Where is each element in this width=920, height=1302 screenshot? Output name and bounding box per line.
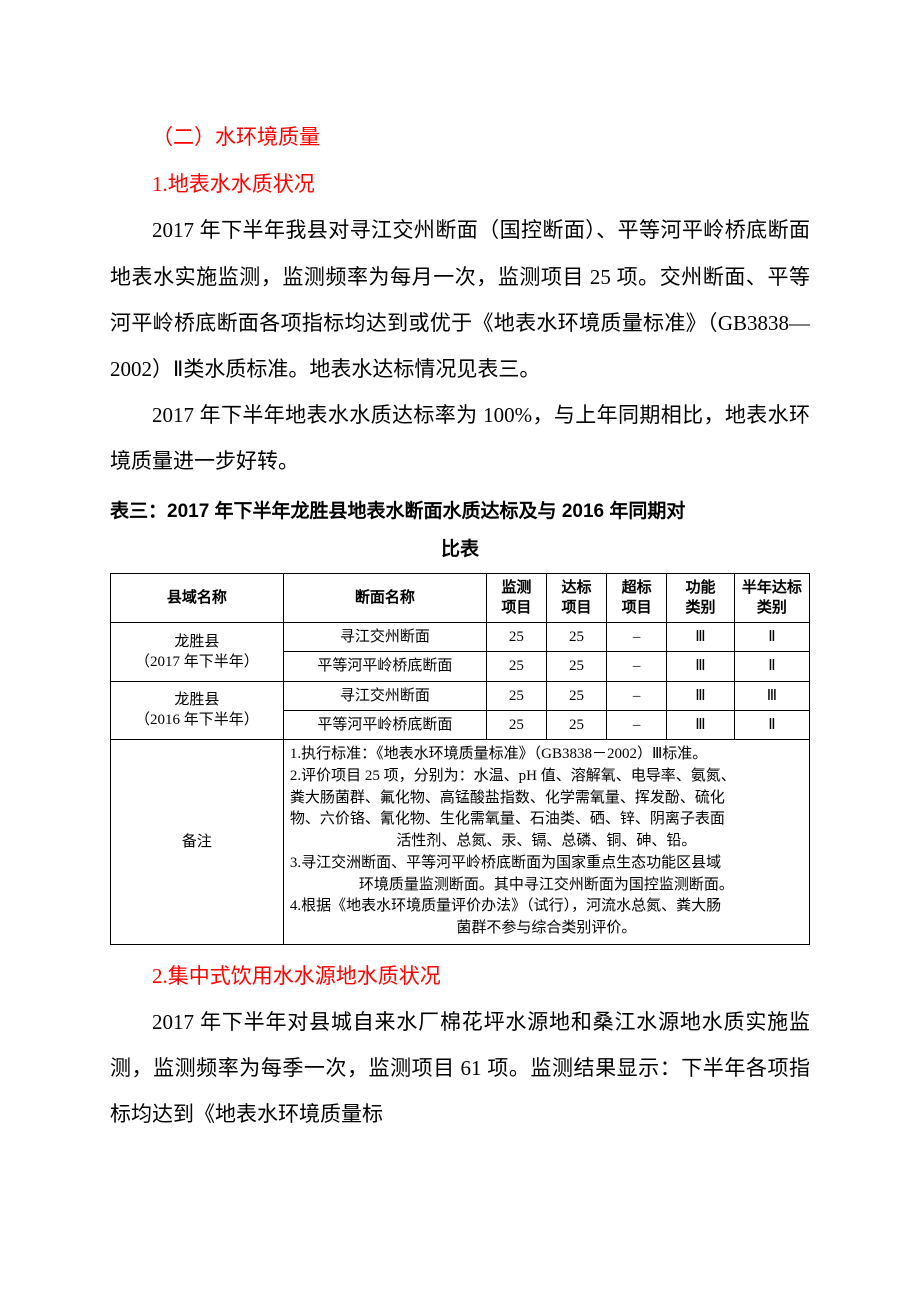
th-region: 县域名称: [111, 573, 284, 623]
note-line: 活性剂、总氮、汞、镉、总磷、铜、砷、铅。: [290, 831, 803, 853]
cell-func: Ⅲ: [667, 623, 735, 652]
th-section: 断面名称: [283, 573, 486, 623]
cell-func: Ⅲ: [667, 652, 735, 681]
cell-notes-content: 1.执行标准：《地表水环境质量标准》（GB3838－2002）Ⅲ标准。 2.评价…: [283, 740, 809, 945]
table-title-line2: 比表: [110, 531, 810, 569]
cell-meet: 25: [546, 710, 606, 739]
th-monitor-l2: 项目: [501, 600, 531, 616]
th-meet-l2: 项目: [561, 600, 591, 616]
note-line: 4.根据《地表水环境质量评价办法》（试行），河流水总氮、粪大肠: [290, 896, 803, 918]
th-half-l2: 类别: [757, 600, 787, 616]
cell-exceed: –: [607, 710, 667, 739]
th-func-l2: 类别: [685, 600, 715, 616]
paragraph-2: 2017 年下半年地表水水质达标率为 100%，与上年同期相比，地表水环境质量进…: [110, 392, 810, 484]
cell-half: Ⅱ: [734, 710, 809, 739]
table-header-row: 县域名称 断面名称 监测 项目 达标 项目 超标 项目 功能 类别 半年达标 类…: [111, 573, 810, 623]
cell-half: Ⅲ: [734, 681, 809, 710]
note-line: 3.寻江交洲断面、平等河平岭桥底断面为国家重点生态功能区县域: [290, 853, 803, 875]
th-halfyear: 半年达标 类别: [734, 573, 809, 623]
cell-section: 平等河平岭桥底断面: [283, 710, 486, 739]
th-func: 功能 类别: [667, 573, 735, 623]
table-3: 县域名称 断面名称 监测 项目 达标 项目 超标 项目 功能 类别 半年达标 类…: [110, 573, 810, 945]
cell-monitor: 25: [486, 623, 546, 652]
th-meet-l1: 达标: [561, 580, 591, 596]
cell-monitor: 25: [486, 652, 546, 681]
subsection-heading-2: 2.集中式饮用水水源地水质状况: [110, 953, 810, 999]
note-line: 菌群不参与综合类别评价。: [290, 918, 803, 940]
note-line: 物、六价铬、氰化物、生化需氧量、石油类、硒、锌、阴离子表面: [290, 809, 803, 831]
cell-monitor: 25: [486, 710, 546, 739]
cell-section: 平等河平岭桥底断面: [283, 652, 486, 681]
paragraph-3: 2017 年下半年对县城自来水厂棉花坪水源地和桑江水源地水质实施监测，监测频率为…: [110, 999, 810, 1138]
cell-section: 寻江交州断面: [283, 681, 486, 710]
cell-exceed: –: [607, 681, 667, 710]
th-half-l1: 半年达标: [742, 580, 802, 596]
th-exceed-l2: 项目: [622, 600, 652, 616]
table-row: 龙胜县 （2016 年下半年） 寻江交州断面 25 25 – Ⅲ Ⅲ: [111, 681, 810, 710]
th-meet: 达标 项目: [546, 573, 606, 623]
cell-notes-label: 备注: [111, 740, 284, 945]
table-title: 表三：2017 年下半年龙胜县地表水断面水质达标及与 2016 年同期对 比表: [110, 493, 810, 569]
paragraph-1: 2017 年下半年我县对寻江交州断面（国控断面）、平等河平岭桥底断面地表水实施监…: [110, 207, 810, 392]
th-monitor: 监测 项目: [486, 573, 546, 623]
cell-half: Ⅱ: [734, 652, 809, 681]
table-notes-row: 备注 1.执行标准：《地表水环境质量标准》（GB3838－2002）Ⅲ标准。 2…: [111, 740, 810, 945]
th-exceed-l1: 超标: [622, 580, 652, 596]
th-monitor-l1: 监测: [501, 580, 531, 596]
subsection-heading-1: 1.地表水水质状况: [110, 161, 810, 207]
table-row: 龙胜县 （2017 年下半年） 寻江交州断面 25 25 – Ⅲ Ⅱ: [111, 623, 810, 652]
cell-monitor: 25: [486, 681, 546, 710]
cell-section: 寻江交州断面: [283, 623, 486, 652]
cell-func: Ⅲ: [667, 681, 735, 710]
cell-meet: 25: [546, 681, 606, 710]
region-l1: 龙胜县: [174, 692, 219, 708]
th-func-l1: 功能: [685, 580, 715, 596]
region-l1: 龙胜县: [174, 634, 219, 650]
cell-region-2016: 龙胜县 （2016 年下半年）: [111, 681, 284, 740]
cell-exceed: –: [607, 623, 667, 652]
cell-func: Ⅲ: [667, 710, 735, 739]
cell-half: Ⅱ: [734, 623, 809, 652]
note-line: 环境质量监测断面。其中寻江交州断面为国控监测断面。: [290, 875, 803, 897]
region-l2: （2016 年下半年）: [135, 712, 259, 728]
cell-region-2017: 龙胜县 （2017 年下半年）: [111, 623, 284, 682]
cell-meet: 25: [546, 652, 606, 681]
th-exceed: 超标 项目: [607, 573, 667, 623]
cell-exceed: –: [607, 652, 667, 681]
note-line: 1.执行标准：《地表水环境质量标准》（GB3838－2002）Ⅲ标准。: [290, 744, 803, 766]
note-line: 粪大肠菌群、氟化物、高锰酸盐指数、化学需氧量、挥发酚、硫化: [290, 788, 803, 810]
table-title-line1: 表三：2017 年下半年龙胜县地表水断面水质达标及与 2016 年同期对: [110, 493, 810, 531]
note-line: 2.评价项目 25 项，分别为：水温、pH 值、溶解氧、电导率、氨氮、: [290, 766, 803, 788]
region-l2: （2017 年下半年）: [135, 654, 259, 670]
section-heading: （二）水环境质量: [110, 115, 810, 161]
cell-meet: 25: [546, 623, 606, 652]
